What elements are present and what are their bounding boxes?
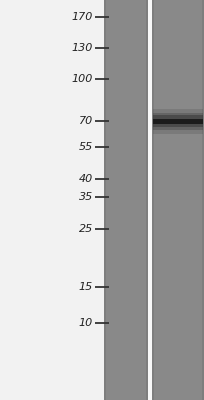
Bar bbox=[202, 0, 204, 400]
Text: 100: 100 bbox=[71, 74, 93, 84]
Bar bbox=[104, 0, 106, 400]
Text: 25: 25 bbox=[79, 224, 93, 234]
Bar bbox=[153, 119, 203, 124]
Text: 10: 10 bbox=[79, 318, 93, 328]
Bar bbox=[104, 0, 148, 400]
Text: 70: 70 bbox=[79, 116, 93, 126]
Text: 40: 40 bbox=[79, 174, 93, 184]
Bar bbox=[0, 0, 104, 400]
Bar bbox=[153, 113, 203, 130]
Bar bbox=[153, 109, 203, 134]
Bar bbox=[153, 115, 203, 127]
Bar bbox=[152, 0, 204, 400]
Text: 55: 55 bbox=[79, 142, 93, 152]
Bar bbox=[148, 0, 152, 400]
Bar bbox=[152, 0, 154, 400]
Text: 15: 15 bbox=[79, 282, 93, 292]
Text: 170: 170 bbox=[71, 12, 93, 22]
Text: 130: 130 bbox=[71, 43, 93, 53]
Bar bbox=[146, 0, 148, 400]
Text: 35: 35 bbox=[79, 192, 93, 202]
